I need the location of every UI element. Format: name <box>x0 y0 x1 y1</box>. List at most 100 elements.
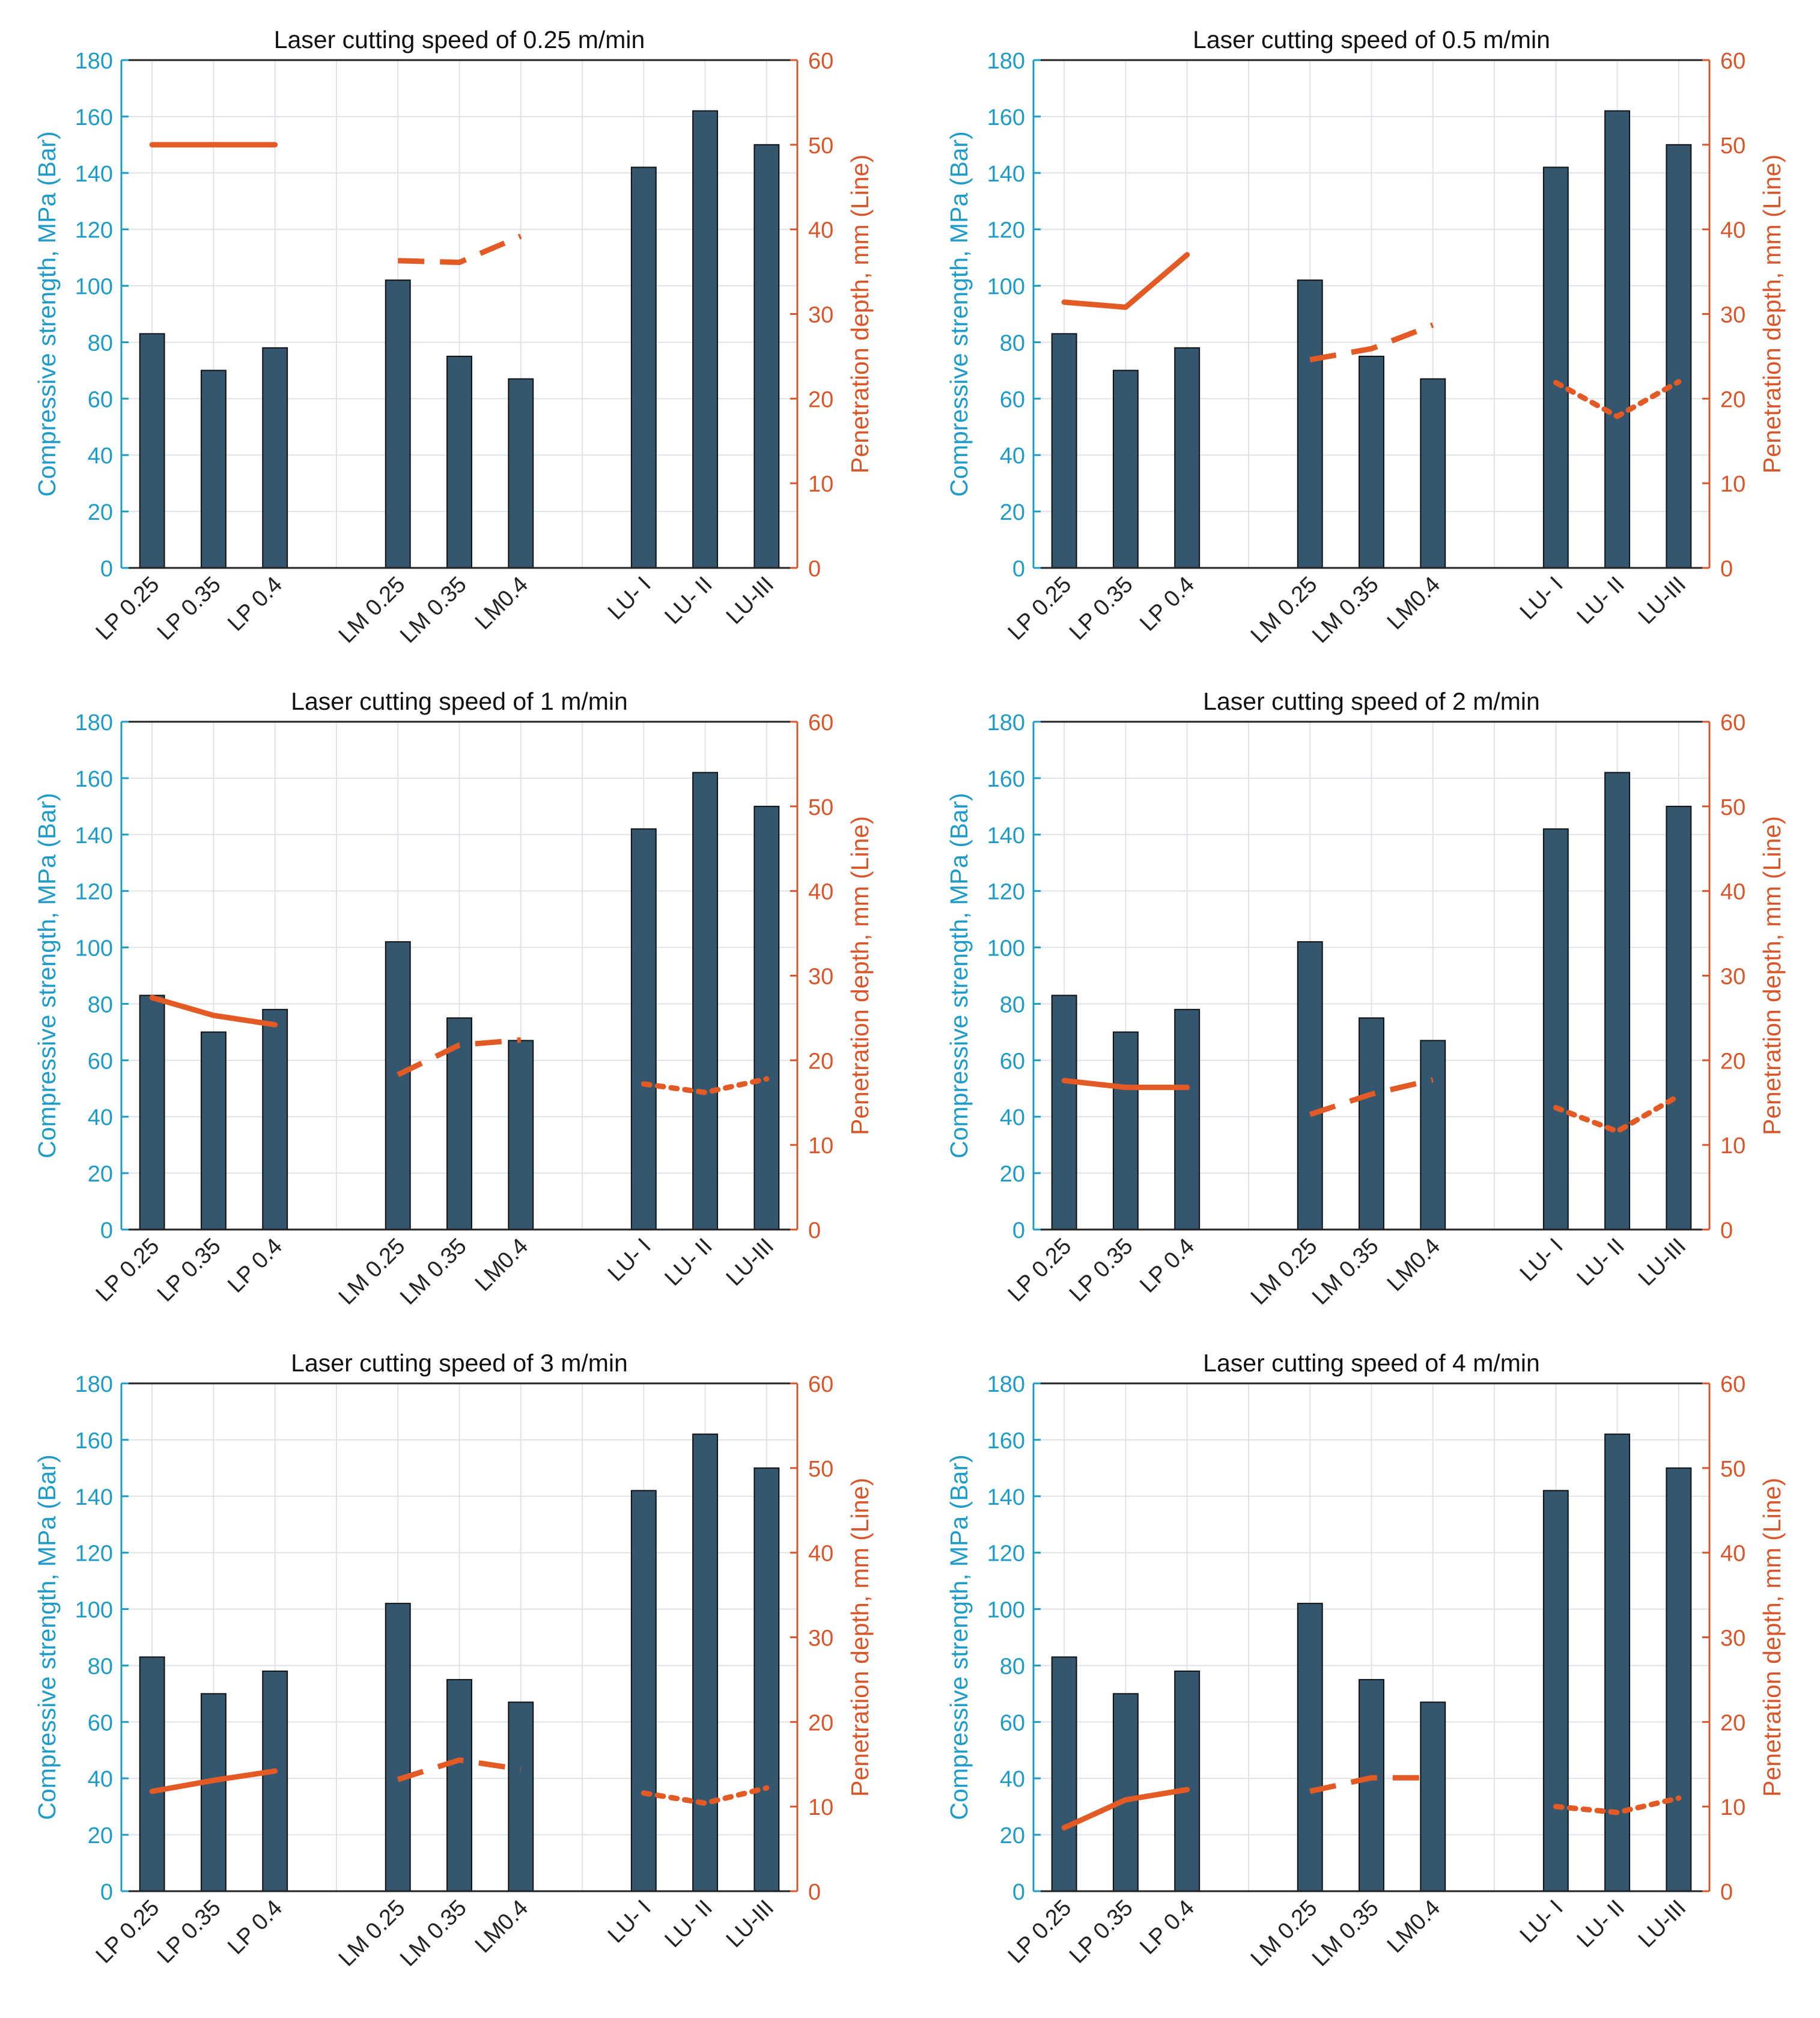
left-tick-label: 40 <box>88 1105 113 1130</box>
left-tick-label: 60 <box>1000 387 1025 412</box>
x-tick-label: LP 0.25 <box>91 1234 165 1307</box>
right-tick-label: 60 <box>808 49 833 74</box>
bar <box>139 995 165 1230</box>
left-tick-label: 120 <box>987 218 1025 243</box>
right-tick-label: 10 <box>808 1133 833 1159</box>
right-tick-label: 0 <box>808 556 821 582</box>
left-tick-label: 40 <box>1000 444 1025 469</box>
left-tick-label: 140 <box>75 1485 113 1510</box>
right-tick-label: 50 <box>808 1457 833 1482</box>
left-tick-label: 60 <box>1000 1710 1025 1736</box>
bar <box>1420 1701 1446 1892</box>
x-tick-label: LP 0.35 <box>153 1895 226 1969</box>
penetration-line-lp <box>149 1768 278 1794</box>
penetration-line-lm <box>397 1757 522 1782</box>
left-tick-label: 180 <box>987 710 1025 736</box>
left-tick-label: 40 <box>88 444 113 469</box>
right-tick-label: 50 <box>808 795 833 820</box>
y-axis-label: Compressive strength, MPa (Bar) <box>945 1454 973 1820</box>
bar <box>692 1433 719 1892</box>
bar <box>1297 941 1323 1230</box>
x-tick-label: LM 0.25 <box>334 1895 410 1972</box>
bar <box>385 1603 411 1892</box>
x-tick-label: LM0.4 <box>1383 1234 1445 1296</box>
bar <box>200 1693 227 1892</box>
x-tick-label: LM 0.25 <box>1246 572 1322 648</box>
left-tick-label: 140 <box>75 823 113 849</box>
right-tick-label: 40 <box>808 880 833 905</box>
bar <box>1359 355 1384 569</box>
right-tick-label: 0 <box>1720 1218 1733 1243</box>
left-tick-label: 80 <box>1000 1654 1025 1679</box>
right-tick-label: 20 <box>808 387 833 412</box>
right-tick-label: 50 <box>1720 1457 1745 1482</box>
penetration-line-lm <box>397 1037 522 1078</box>
penetration-line-lp <box>149 995 278 1028</box>
x-tick-label: LM0.4 <box>1383 572 1445 635</box>
bar <box>753 805 780 1231</box>
x-tick-label: LU-III <box>1634 572 1691 629</box>
x-tick-label: LM0.4 <box>470 572 533 635</box>
left-tick-label: 120 <box>75 218 113 243</box>
bar <box>262 347 288 569</box>
bar <box>1112 1693 1139 1892</box>
left-tick-label: 60 <box>1000 1049 1025 1074</box>
x-tick-label: LM 0.25 <box>334 572 410 648</box>
left-tick-label: 100 <box>987 275 1025 300</box>
penetration-line-lp <box>1061 252 1190 310</box>
x-tick-label: LU- I <box>1515 1234 1568 1287</box>
x-tick-label: LU-III <box>722 1895 779 1952</box>
right-tick-label: 50 <box>1720 133 1745 159</box>
bar <box>1112 370 1139 569</box>
right-tick-label: 20 <box>808 1710 833 1736</box>
bar <box>1542 166 1569 569</box>
bar <box>1297 1603 1323 1892</box>
bar <box>1174 1008 1201 1231</box>
left-tick-label: 160 <box>987 1428 1025 1454</box>
bar <box>1051 333 1077 569</box>
left-tick-label: 0 <box>100 556 113 582</box>
bar <box>200 1031 227 1231</box>
x-tick-label: LM 0.35 <box>1307 572 1384 648</box>
left-tick-label: 160 <box>75 1428 113 1454</box>
bar <box>753 1467 780 1892</box>
x-tick-label: LU- I <box>603 1895 656 1948</box>
right-tick-label: 60 <box>808 1372 833 1397</box>
chart-panel: 0 20 40 60 80 100 120 140 160 180 0 10 20 30 40 50 60 LP … <box>945 1349 1786 1971</box>
right-tick-label: 20 <box>1720 1710 1745 1736</box>
penetration-line-lm <box>1309 322 1434 362</box>
left-tick-label: 180 <box>987 1372 1025 1397</box>
left-tick-label: 100 <box>987 1598 1025 1623</box>
x-tick-label: LU- II <box>1572 572 1630 629</box>
penetration-line-lp <box>1061 1078 1190 1090</box>
y2-axis-label: Penetration depth, mm (Line) <box>1758 1478 1786 1797</box>
x-tick-label: LU- I <box>603 572 656 625</box>
y-axis-label: Compressive strength, MPa (Bar) <box>33 131 61 496</box>
bar <box>446 1678 472 1892</box>
bar <box>139 1656 165 1892</box>
bar <box>1666 1467 1692 1892</box>
x-tick-label: LP 0.4 <box>223 1895 287 1960</box>
chart-title: Laser cutting speed of 0.5 m/min <box>1193 26 1550 53</box>
bar <box>1297 279 1323 569</box>
penetration-line-lu <box>1553 1093 1682 1135</box>
left-tick-label: 160 <box>987 767 1025 792</box>
left-tick-label: 20 <box>1000 500 1025 525</box>
x-tick-label: LM 0.35 <box>1307 1895 1384 1972</box>
chart-panel: 0 20 40 60 80 100 120 140 160 180 0 10 20 30 40 50 60 LP … <box>33 687 874 1309</box>
right-tick-label: 0 <box>1720 1880 1733 1905</box>
left-tick-label: 160 <box>75 767 113 792</box>
bar <box>753 144 780 569</box>
x-tick-label: LU- II <box>660 1234 717 1291</box>
y2-axis-label: Penetration depth, mm (Line) <box>846 816 874 1135</box>
bar <box>630 828 657 1230</box>
right-tick-label: 50 <box>808 133 833 159</box>
x-tick-label: LP 0.35 <box>1065 1234 1138 1307</box>
chart-panel: 0 20 40 60 80 100 120 140 160 180 0 10 20 30 40 50 60 LP … <box>945 687 1786 1309</box>
x-tick-label: LP 0.35 <box>153 1234 226 1307</box>
left-tick-label: 140 <box>987 1485 1025 1510</box>
y-axis-label: Compressive strength, MPa (Bar) <box>945 793 973 1158</box>
left-tick-label: 20 <box>88 500 113 525</box>
x-tick-label: LP 0.25 <box>1003 572 1077 645</box>
